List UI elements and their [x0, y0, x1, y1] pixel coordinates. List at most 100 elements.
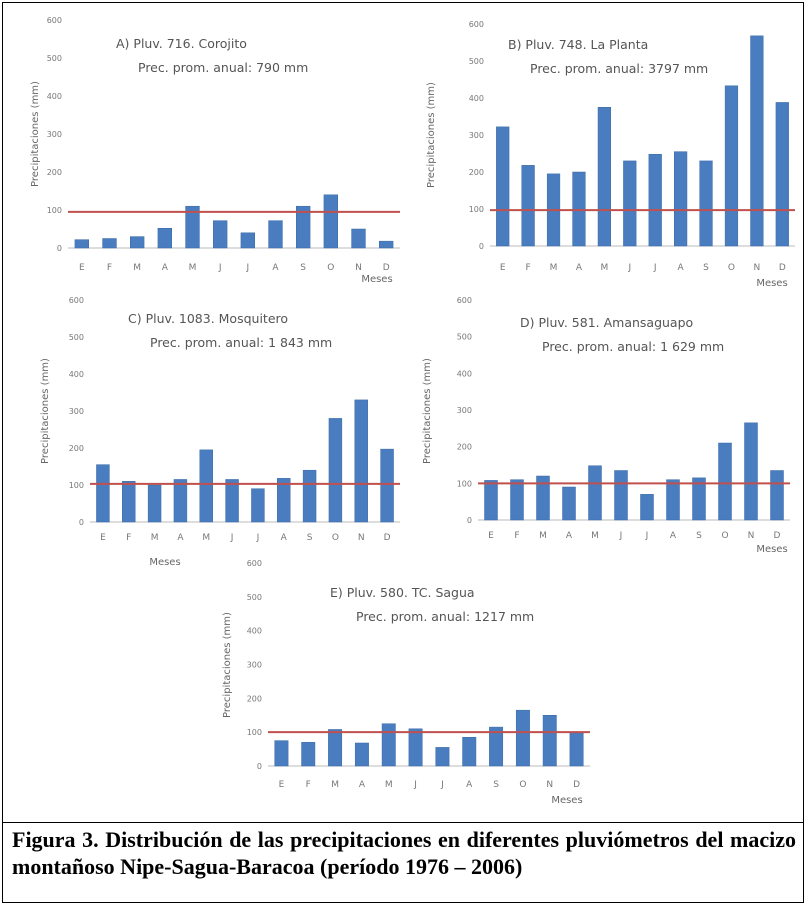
bar	[435, 747, 450, 767]
x-tick-label: J	[230, 533, 234, 543]
x-tick-label: D	[383, 263, 390, 273]
bar	[542, 715, 557, 767]
x-tick-label: N	[754, 263, 761, 273]
x-tick-label: J	[246, 263, 250, 273]
bar	[521, 165, 535, 247]
y-axis-label: Precipitaciones (mm)	[222, 612, 233, 718]
x-axis-label: Meses	[361, 274, 392, 285]
bar	[351, 228, 366, 249]
x-tick-label: S	[493, 780, 499, 790]
bar	[744, 422, 758, 521]
bar	[74, 239, 89, 249]
station-annotation: B) Pluv. 748. La Planta	[508, 37, 648, 52]
bar	[328, 418, 343, 523]
annual-mean-annotation: Prec. prom. anual: 1 629 mm	[542, 339, 724, 354]
bar	[588, 465, 602, 521]
bar	[648, 153, 662, 247]
bar	[569, 731, 584, 767]
bar	[381, 723, 396, 767]
y-tick-label: 0	[257, 762, 262, 771]
bar	[157, 227, 173, 249]
x-tick-label: D	[779, 263, 786, 273]
x-tick-label: O	[332, 533, 339, 543]
bar	[496, 126, 510, 247]
x-tick-label: M	[151, 533, 159, 543]
x-tick-label: F	[514, 531, 519, 541]
x-tick-label: D	[573, 780, 580, 790]
y-tick-label: 600	[47, 16, 62, 25]
y-tick-label: 200	[247, 694, 262, 703]
bar	[296, 205, 311, 249]
bar	[130, 236, 145, 249]
x-tick-label: F	[526, 263, 531, 273]
bar	[96, 464, 110, 523]
x-tick-label: A	[670, 531, 677, 541]
station-annotation: E) Pluv. 580. TC. Sagua	[330, 585, 475, 600]
bar	[199, 449, 213, 523]
y-tick-label: 500	[47, 54, 62, 63]
x-tick-label: A	[678, 263, 685, 273]
y-tick-label: 100	[457, 479, 472, 488]
x-tick-label: J	[645, 531, 649, 541]
bar	[268, 220, 283, 249]
bar	[724, 85, 739, 247]
y-tick-label: 400	[247, 627, 262, 636]
y-tick-label: 500	[69, 333, 84, 342]
bar	[102, 238, 117, 249]
chart-panel-b: 0 100 200 300 400 500 600 E F M A M J J A S O N D Precipita…	[426, 20, 795, 289]
x-tick-label: J	[218, 263, 222, 273]
x-tick-label: E	[500, 263, 506, 273]
x-tick-label: J	[413, 780, 417, 790]
y-tick-label: 300	[469, 131, 484, 140]
x-tick-label: A	[272, 263, 279, 273]
bar	[301, 742, 316, 767]
y-tick-label: 300	[47, 130, 62, 139]
x-tick-label: A	[566, 531, 573, 541]
y-tick-label: 600	[469, 20, 484, 29]
y-tick-label: 0	[479, 242, 484, 251]
bar	[213, 220, 228, 249]
y-tick-label: 300	[457, 406, 472, 415]
x-tick-label: E	[488, 531, 494, 541]
bar	[147, 484, 162, 523]
x-tick-label: A	[576, 263, 583, 273]
x-tick-label: A	[281, 533, 288, 543]
x-tick-label: N	[358, 533, 365, 543]
x-tick-label: N	[355, 263, 362, 273]
x-tick-label: M	[331, 780, 339, 790]
bar	[562, 486, 576, 521]
bar	[666, 479, 680, 521]
x-tick-label: A	[177, 533, 184, 543]
x-tick-label: M	[539, 531, 547, 541]
y-tick-label: 200	[457, 443, 472, 452]
y-tick-label: 0	[79, 518, 84, 527]
y-tick-label: 500	[247, 593, 262, 602]
figure-caption: Figura 3. Distribución de las precipitac…	[12, 827, 796, 879]
y-tick-label: 300	[69, 407, 84, 416]
station-annotation: C) Pluv. 1083. Mosquitero	[128, 311, 288, 326]
bar	[572, 171, 586, 247]
x-tick-label: M	[600, 263, 608, 273]
x-tick-label: M	[189, 263, 197, 273]
x-tick-label: J	[256, 533, 260, 543]
bar	[122, 481, 136, 523]
y-tick-label: 200	[469, 168, 484, 177]
charts-canvas: 0 100 200 300 400 500 600 E F M A M J J A S O N D Precipita…	[30, 16, 795, 806]
annual-mean-annotation: Prec. prom. anual: 1217 mm	[356, 609, 534, 624]
x-axis-label: Meses	[756, 278, 787, 289]
bar	[484, 480, 498, 521]
x-tick-label: E	[100, 533, 106, 543]
y-tick-label: 100	[47, 206, 62, 215]
bar	[775, 102, 789, 247]
x-tick-label: A	[162, 263, 169, 273]
bar	[323, 194, 338, 249]
x-tick-label: M	[202, 533, 210, 543]
x-tick-label: O	[721, 531, 728, 541]
station-annotation: A) Pluv. 716. Corojito	[116, 36, 247, 51]
bar	[536, 475, 550, 521]
y-tick-label: 600	[247, 559, 262, 568]
x-tick-label: F	[306, 780, 311, 790]
x-tick-label: A	[359, 780, 366, 790]
x-tick-label: A	[466, 780, 473, 790]
y-tick-label: 100	[247, 728, 262, 737]
